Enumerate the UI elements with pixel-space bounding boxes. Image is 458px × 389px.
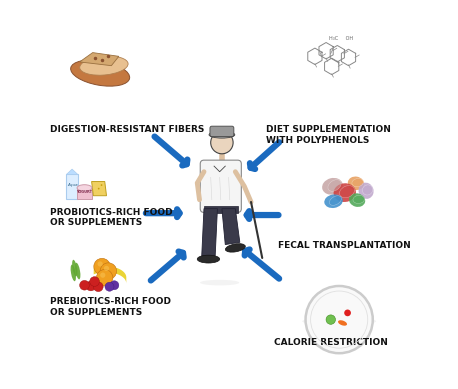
Text: H₃C     OH: H₃C OH [329,37,353,41]
Circle shape [90,277,99,286]
Text: DIGESTION-RESISTANT FIBERS: DIGESTION-RESISTANT FIBERS [50,125,204,135]
Circle shape [104,266,109,271]
Circle shape [101,184,103,186]
Ellipse shape [80,56,128,75]
Ellipse shape [333,183,356,202]
Ellipse shape [197,255,220,263]
FancyBboxPatch shape [204,207,238,213]
Text: YOGURT: YOGURT [76,190,93,194]
FancyBboxPatch shape [66,174,78,199]
Polygon shape [92,182,107,196]
Text: FECAL TRANSPLANTATION: FECAL TRANSPLANTATION [278,241,410,250]
Circle shape [105,282,114,291]
Ellipse shape [72,260,77,276]
Circle shape [344,310,351,316]
Circle shape [100,263,117,279]
Ellipse shape [324,194,343,208]
Polygon shape [80,53,119,66]
Circle shape [93,282,103,292]
Ellipse shape [352,179,363,187]
Ellipse shape [348,177,364,190]
Circle shape [211,131,233,154]
Text: DIET SUPPLEMENTATION
WITH POLYPHENOLS: DIET SUPPLEMENTATION WITH POLYPHENOLS [267,125,391,145]
Ellipse shape [225,244,245,252]
Circle shape [110,281,119,290]
FancyBboxPatch shape [210,126,234,137]
Ellipse shape [75,263,81,279]
Ellipse shape [200,280,239,286]
Circle shape [86,281,96,291]
Circle shape [97,270,113,286]
FancyBboxPatch shape [77,188,92,198]
Text: PROBIOTICS-RICH FOOD
OR SUPPLEMENTS: PROBIOTICS-RICH FOOD OR SUPPLEMENTS [50,208,172,227]
Text: PREBIOTICS-RICH FOOD
OR SUPPLEMENTS: PREBIOTICS-RICH FOOD OR SUPPLEMENTS [50,297,171,317]
Ellipse shape [209,131,235,138]
Ellipse shape [328,180,341,191]
Ellipse shape [339,186,354,198]
Circle shape [326,315,335,324]
Polygon shape [222,209,240,245]
Ellipse shape [359,182,374,199]
Text: CALORIE RESTRICTION: CALORIE RESTRICTION [274,338,387,347]
FancyBboxPatch shape [200,160,241,212]
Ellipse shape [353,195,365,203]
Ellipse shape [329,196,341,205]
Ellipse shape [71,60,130,86]
Circle shape [80,280,89,290]
Polygon shape [66,169,78,174]
Circle shape [98,188,99,189]
Ellipse shape [338,320,347,326]
Ellipse shape [322,178,343,194]
Text: Aqua: Aqua [67,183,77,187]
Ellipse shape [362,185,373,195]
Polygon shape [202,209,218,256]
Ellipse shape [77,185,92,191]
Ellipse shape [349,193,365,207]
Ellipse shape [71,265,76,281]
Circle shape [305,286,373,353]
Circle shape [94,258,110,275]
Circle shape [100,273,105,278]
Circle shape [98,261,103,266]
Ellipse shape [302,317,376,326]
